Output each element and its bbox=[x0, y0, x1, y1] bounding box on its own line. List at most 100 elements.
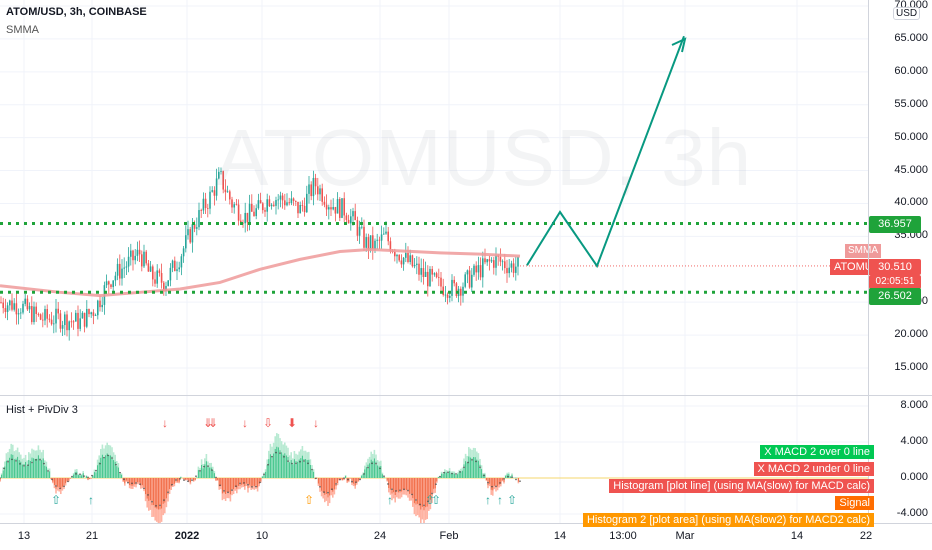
pivot-down-arrow: ↓ bbox=[242, 416, 248, 430]
candle-body bbox=[479, 265, 482, 278]
pane-divider[interactable] bbox=[0, 395, 932, 396]
candle-body bbox=[312, 177, 315, 197]
indicator-axis[interactable]: 8.000 4.000 0.000 -4.000 bbox=[869, 396, 932, 523]
candle-body bbox=[141, 254, 143, 267]
candle-body bbox=[290, 198, 293, 204]
signal-point bbox=[223, 490, 225, 492]
signal-point bbox=[423, 504, 425, 507]
candle-body bbox=[187, 229, 189, 236]
candle-body bbox=[336, 199, 339, 214]
candle-body bbox=[167, 280, 169, 286]
signal-point bbox=[11, 458, 13, 461]
candle-body bbox=[196, 227, 198, 229]
signal-point bbox=[431, 492, 433, 495]
price-axis-tick: 40.000 bbox=[894, 196, 928, 209]
indicator-pane-title[interactable]: Hist + PivDiv 3 bbox=[6, 404, 78, 416]
currency-badge[interactable]: USD bbox=[893, 7, 921, 20]
candle-body bbox=[389, 241, 392, 251]
pivot-up-arrow: ↑ bbox=[497, 493, 503, 507]
candle-body bbox=[352, 211, 354, 217]
candle-body bbox=[121, 268, 123, 279]
signal-point bbox=[167, 491, 169, 493]
candle-body bbox=[79, 318, 81, 329]
signal-point bbox=[75, 473, 77, 475]
candle-body bbox=[66, 314, 68, 331]
signal-point bbox=[511, 476, 513, 478]
candle-body bbox=[339, 199, 341, 218]
time-axis[interactable]: 13 21 2022 10 24 Feb 14 13:00 Mar 14 22 bbox=[0, 523, 872, 550]
candle-body bbox=[365, 237, 367, 248]
signal-point bbox=[139, 483, 141, 485]
candle-body bbox=[61, 325, 64, 329]
indicator-axis-tick: 4.000 bbox=[900, 435, 928, 447]
candle-body bbox=[372, 235, 374, 250]
signal-point bbox=[47, 470, 49, 472]
candle-body bbox=[321, 188, 323, 202]
candle-body bbox=[431, 268, 433, 275]
candle-body bbox=[323, 201, 326, 205]
lower-level-tag: 26.502 bbox=[869, 288, 921, 305]
main-chart-pane[interactable] bbox=[0, 0, 868, 395]
pivot-up-arrow: ⇧ bbox=[431, 493, 441, 507]
candle-body bbox=[385, 231, 387, 234]
candle-body bbox=[343, 198, 345, 216]
candle-body bbox=[163, 282, 165, 291]
indicator-pane[interactable]: ↓ ⇓ ⇓ ↓ ⇩ ⬇ ↓ ⇧ ↑ ⇧ ↑ ⇧ ⇧ ↑ ↑ ⇧ bbox=[0, 396, 868, 523]
signal-point bbox=[127, 481, 129, 484]
pivot-down-arrow: ⬇ bbox=[287, 416, 297, 430]
candle-body bbox=[17, 313, 20, 315]
price-axis-tick: 55.000 bbox=[894, 97, 928, 110]
indicator-legend-row: X MACD 2 under 0 line bbox=[474, 459, 874, 476]
candle-body bbox=[288, 202, 290, 204]
signal-point bbox=[275, 451, 277, 454]
candle-body bbox=[281, 195, 284, 201]
candle-body bbox=[407, 252, 409, 263]
candle-body bbox=[134, 255, 136, 261]
signal-point bbox=[351, 480, 353, 483]
signal-point bbox=[159, 504, 161, 507]
candle-body bbox=[259, 200, 262, 204]
candle-body bbox=[332, 207, 334, 210]
candle-body bbox=[143, 251, 145, 267]
price-axis[interactable]: 70.000 65.000 60.000 55.000 50.000 45.000 40.0… bbox=[869, 0, 932, 395]
candle-body bbox=[347, 219, 350, 224]
candle-body bbox=[231, 199, 233, 208]
signal-point bbox=[335, 483, 337, 485]
pivot-up-arrow: ⇧ bbox=[425, 493, 435, 507]
price-chart[interactable] bbox=[0, 0, 868, 395]
indicator-legend-tag: X MACD 2 under 0 line bbox=[753, 462, 874, 476]
candle-body bbox=[501, 261, 504, 263]
signal-point bbox=[83, 475, 85, 477]
candle-body bbox=[299, 204, 301, 214]
candle-body bbox=[169, 267, 172, 281]
pivot-up-arrow: ↑ bbox=[88, 493, 94, 507]
signal-point bbox=[31, 461, 33, 464]
candle-body bbox=[358, 226, 361, 236]
indicator-chart[interactable]: ↓ ⇓⇓ ↓ ⇩ ⬇ ↓⇧ ↑ ⇧ ↑ ⇧⇧ ↑ ↑ ⇧ bbox=[0, 396, 868, 523]
signal-point bbox=[3, 467, 5, 470]
candle-body bbox=[398, 254, 400, 261]
candle-body bbox=[475, 265, 477, 273]
candle-body bbox=[226, 191, 229, 193]
signal-point bbox=[203, 465, 205, 468]
time-axis-tick: 13 bbox=[17, 530, 31, 542]
candle-body bbox=[213, 190, 216, 196]
signal-point bbox=[435, 483, 437, 485]
signal-point bbox=[211, 469, 213, 471]
candle-body bbox=[435, 273, 438, 278]
indicator-legend-tag: X MACD 2 over 0 line bbox=[760, 445, 874, 459]
indicator-label-smma[interactable]: SMMA bbox=[6, 24, 39, 36]
candle-body bbox=[420, 268, 422, 275]
candle-body bbox=[471, 274, 473, 288]
signal-point bbox=[355, 481, 357, 483]
signal-point bbox=[99, 462, 101, 465]
indicator-axis-tick: 8.000 bbox=[900, 399, 928, 411]
candle-body bbox=[262, 203, 264, 211]
candle-body bbox=[174, 260, 176, 272]
symbol-title[interactable]: ATOM/USD, 3h, COINBASE bbox=[6, 6, 147, 18]
candle-body bbox=[215, 178, 218, 196]
candle-body bbox=[455, 283, 458, 297]
time-axis-tick: 14 bbox=[553, 530, 567, 542]
candle-body bbox=[110, 284, 112, 288]
candle-body bbox=[405, 252, 407, 258]
